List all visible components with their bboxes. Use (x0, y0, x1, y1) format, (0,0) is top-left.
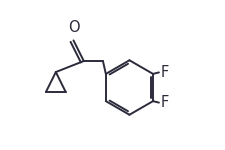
Text: F: F (161, 95, 169, 110)
Text: F: F (161, 65, 169, 80)
Text: O: O (68, 20, 79, 34)
